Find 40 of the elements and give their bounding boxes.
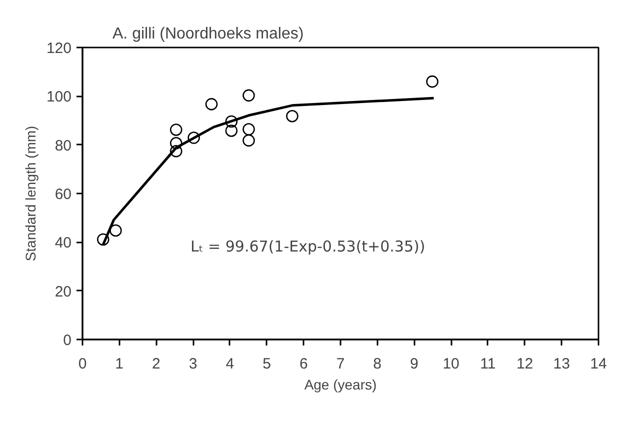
x-axis-title: Age (years) xyxy=(304,376,377,392)
point xyxy=(96,233,110,246)
x-tick-label: 6 xyxy=(299,356,308,372)
x-tick-label: 2 xyxy=(152,356,160,372)
point xyxy=(170,124,182,136)
x-tick-label: 5 xyxy=(262,356,271,372)
x-tick-label: 12 xyxy=(516,356,534,372)
point xyxy=(170,136,182,150)
y-axis-title: Standard length (mm) xyxy=(22,126,38,262)
y-tick-label: 100 xyxy=(46,88,72,106)
x-tick-label: 4 xyxy=(226,356,234,372)
x-tick-label: 10 xyxy=(442,356,460,372)
point xyxy=(205,98,218,110)
y-tick-label: 120 xyxy=(46,40,72,57)
point xyxy=(110,224,122,237)
annotation: Lₜ = 99.67(1-Exp-0.53(t+0.35)) xyxy=(190,238,426,256)
point xyxy=(242,89,255,102)
x-tick-label: 9 xyxy=(410,356,418,372)
x-tick-label: 3 xyxy=(188,356,198,372)
x-tick-label: 0 xyxy=(78,356,87,372)
y-tick-label: 80 xyxy=(54,137,72,154)
x-tick-label: 11 xyxy=(480,356,496,372)
y-tick-label: 20 xyxy=(54,283,72,300)
point xyxy=(170,145,182,158)
y-tick-label: 60 xyxy=(54,186,72,203)
point xyxy=(225,115,238,128)
chart-title: A. gilli (Noordhoeks males) xyxy=(112,26,304,42)
point xyxy=(225,124,238,137)
point xyxy=(242,123,255,136)
x-tick-label: 1 xyxy=(115,356,124,372)
point xyxy=(188,132,200,144)
point xyxy=(242,134,255,147)
y-tick-label: 40 xyxy=(54,234,72,252)
x-tick-label: 13 xyxy=(553,356,570,372)
x-tick-label: 8 xyxy=(373,356,382,372)
x-tick-label: 14 xyxy=(590,356,607,372)
x-tick-label: 7 xyxy=(336,356,345,372)
point xyxy=(286,110,298,122)
point xyxy=(426,75,438,88)
y-tick-label: 0 xyxy=(63,332,72,349)
